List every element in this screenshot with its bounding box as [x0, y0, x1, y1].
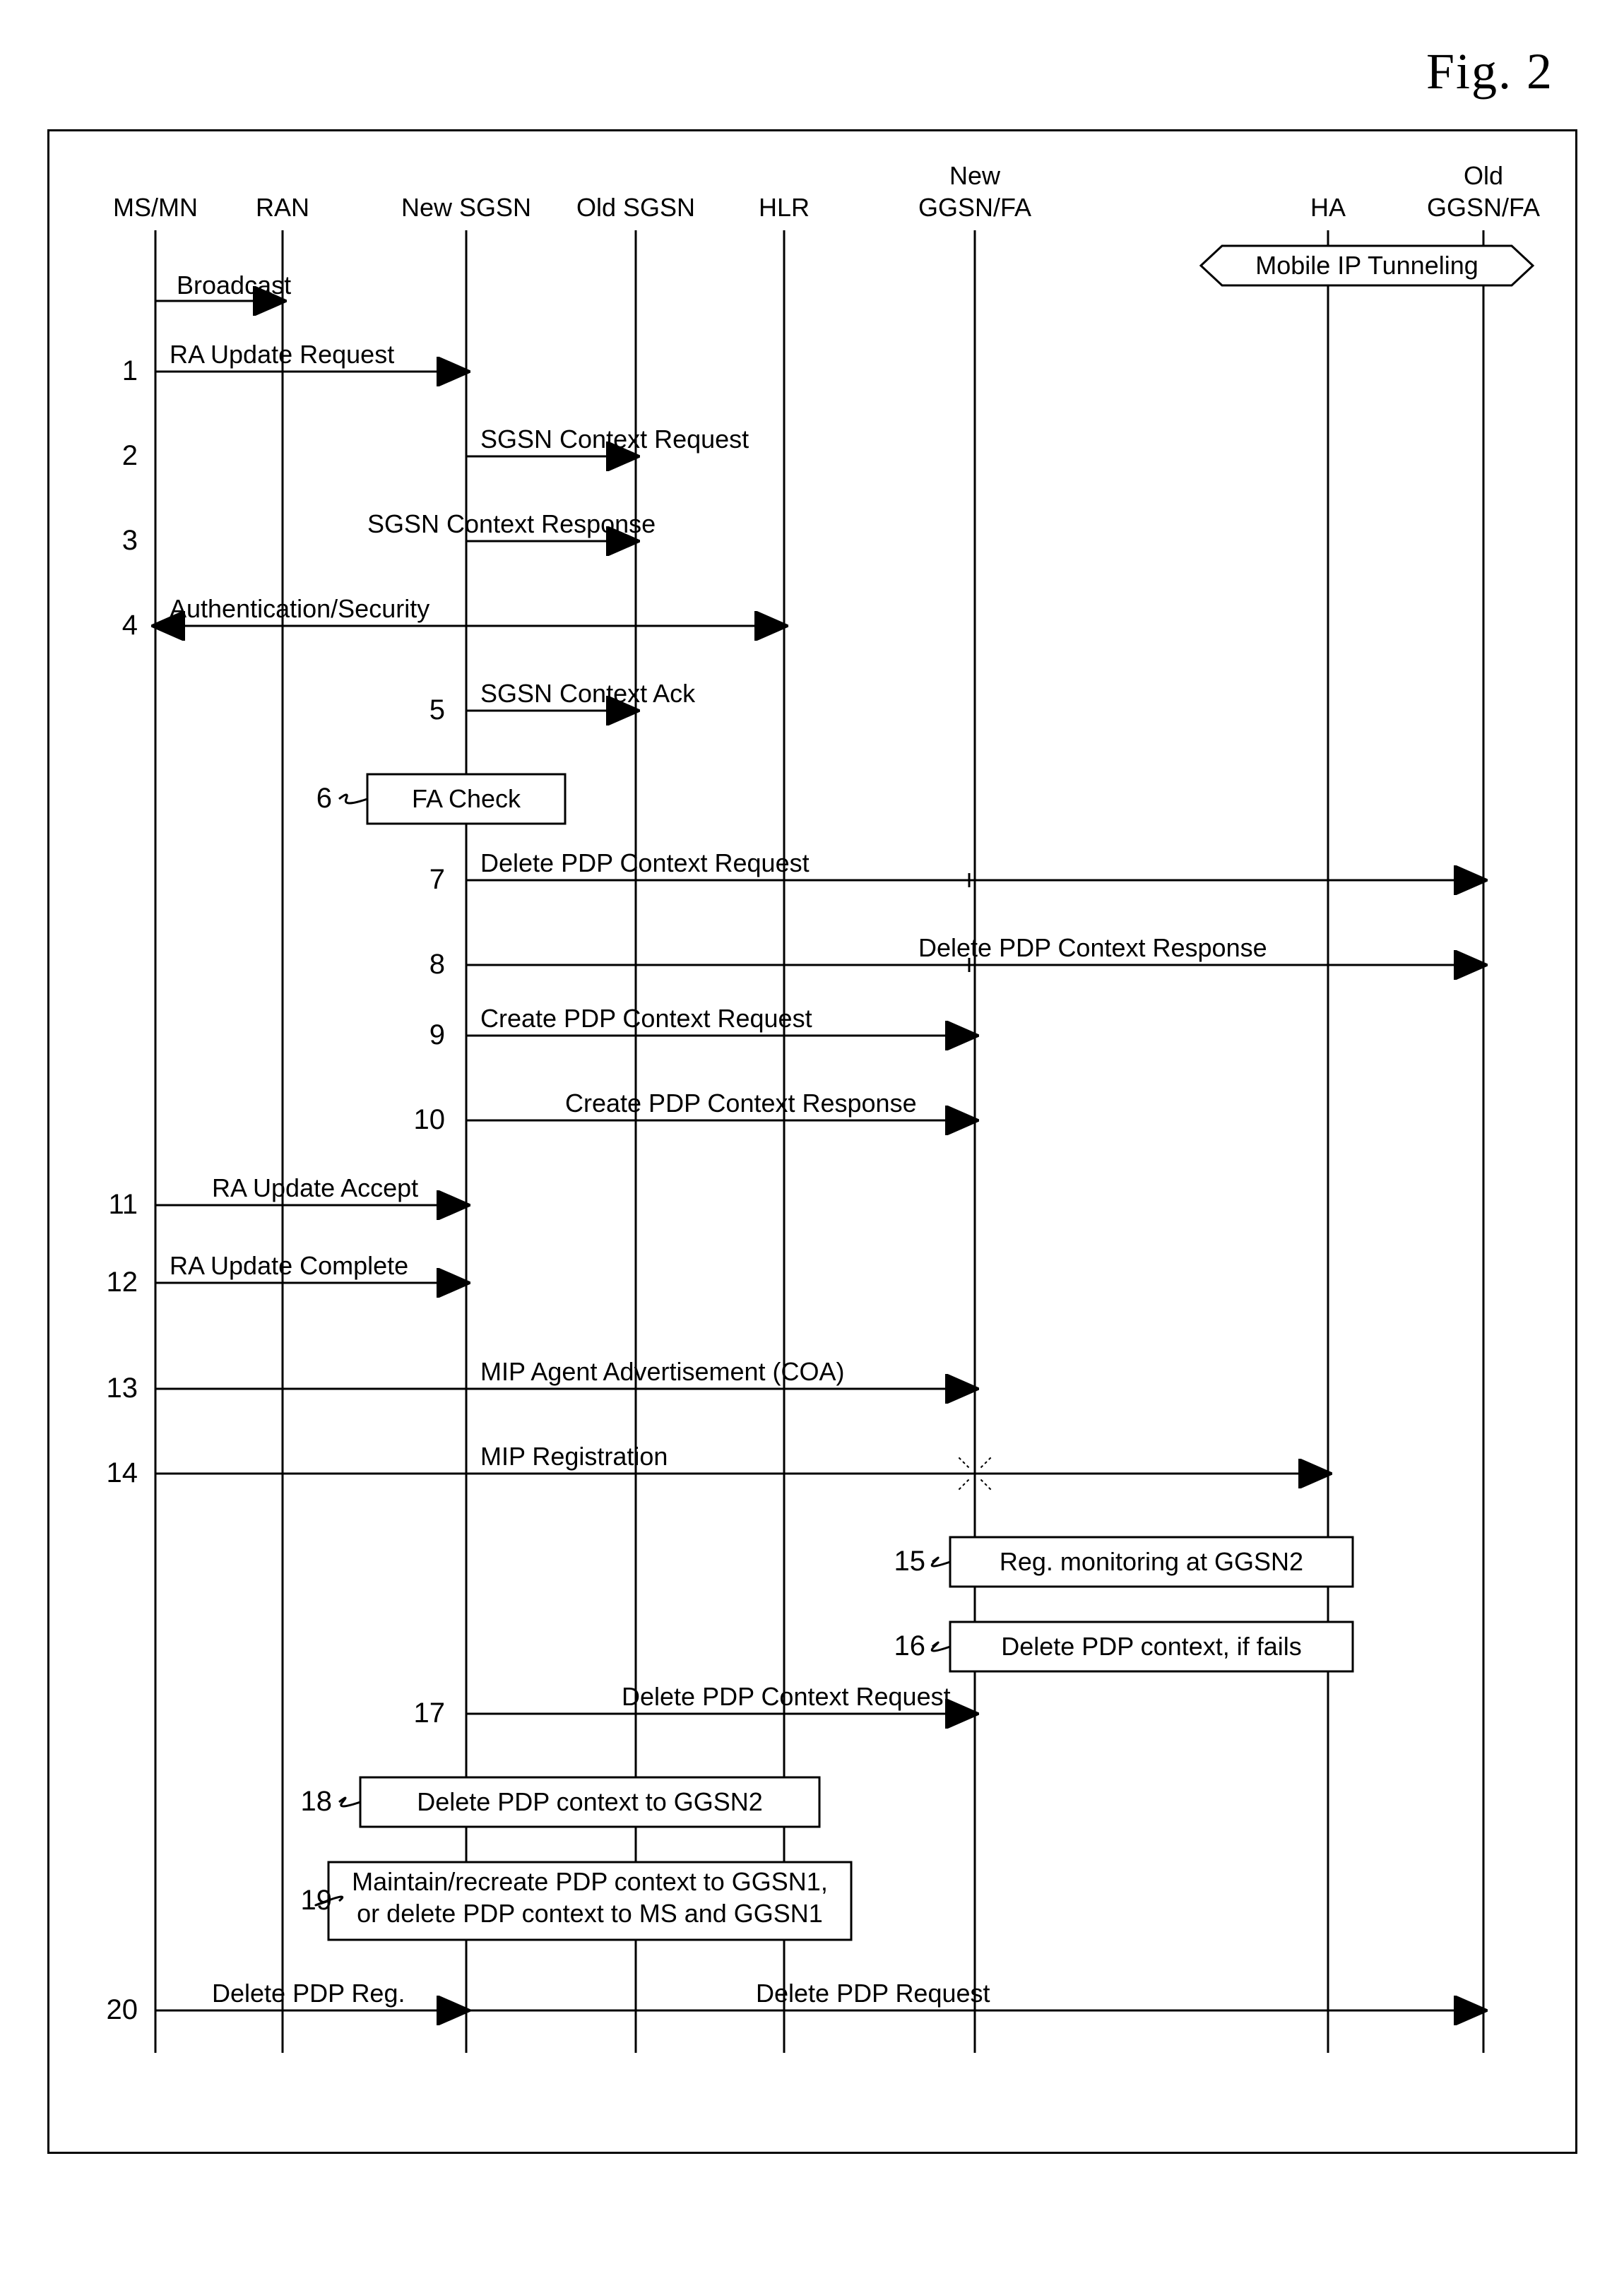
header-newsgsn: New SGSN [401, 193, 531, 222]
msg-label-7: Delete PDP Context Request [480, 848, 810, 877]
step-num-14: 14 [106, 1457, 138, 1488]
header-hlr: HLR [758, 193, 809, 222]
msg-label-3: SGSN Context Response [367, 509, 656, 538]
step-num-12: 12 [106, 1267, 138, 1298]
header-newggsn: New [949, 161, 1000, 190]
action-label-19-1: Maintain/recreate PDP context to GGSN1, [352, 1867, 828, 1896]
header-ms: MS/MN [113, 193, 198, 222]
step-num-17: 17 [413, 1698, 445, 1729]
msg-label-12: RA Update Complete [170, 1251, 408, 1280]
step-num-9: 9 [429, 1019, 444, 1050]
action-label-15: Reg. monitoring at GGSN2 [999, 1547, 1303, 1576]
step-num-18: 18 [300, 1786, 332, 1817]
step-num-13: 13 [106, 1373, 138, 1404]
diagram-svg: MS/MN RAN New SGSN Old SGSN HLR New GGSN/FA HA O… [71, 146, 1554, 2123]
step-num-11: 11 [108, 1189, 138, 1220]
header-oldsgsn: Old SGSN [576, 193, 694, 222]
msg-label-13: MIP Agent Advertisement (COA) [480, 1357, 845, 1386]
action-label-19-2: or delete PDP context to MS and GGSN1 [357, 1899, 823, 1928]
step-num-15: 15 [894, 1546, 925, 1577]
msg-label-4: Authentication/Security [170, 594, 429, 623]
action-label-16: Delete PDP context, if fails [1001, 1632, 1302, 1661]
header-oldggsn: Old [1463, 161, 1503, 190]
msg-label-10: Create PDP Context Response [565, 1089, 917, 1118]
step-num-5: 5 [429, 694, 444, 725]
step-num-10: 10 [413, 1104, 445, 1135]
mip-tunnel-label: Mobile IP Tunneling [1255, 251, 1478, 280]
msg-label-5: SGSN Context Ack [480, 679, 696, 708]
header-ran: RAN [255, 193, 309, 222]
msg-label-1: RA Update Request [170, 340, 394, 369]
sequence-diagram: MS/MN RAN New SGSN Old SGSN HLR New GGSN/FA HA O… [47, 129, 1577, 2154]
step-num-20: 20 [106, 1994, 138, 2025]
msg-label-8: Delete PDP Context Response [918, 933, 1267, 962]
action-label-18: Delete PDP context to GGSN2 [417, 1787, 763, 1816]
msg-label-11: RA Update Accept [212, 1173, 418, 1202]
step-num-4: 4 [121, 610, 137, 641]
step-num-3: 3 [121, 525, 137, 556]
step-num-7: 7 [429, 864, 444, 895]
msg-label-17: Delete PDP Context Request [622, 1682, 951, 1711]
msg20-left-label: Delete PDP Reg. [212, 1979, 405, 2008]
msg-label-14: MIP Registration [480, 1442, 668, 1471]
step-num-1: 1 [121, 355, 137, 386]
broadcast-label: Broadcast [177, 271, 291, 300]
header-ha: HA [1310, 193, 1345, 222]
step-num-16: 16 [894, 1630, 925, 1661]
msg-label-2: SGSN Context Request [480, 425, 749, 454]
step-num-8: 8 [429, 949, 444, 980]
header-oldggsn-2: GGSN/FA [1426, 193, 1539, 222]
action-label-6: FA Check [411, 784, 521, 813]
header-newggsn-2: GGSN/FA [918, 193, 1031, 222]
msg20-right-label: Delete PDP Request [756, 1979, 990, 2008]
msg-label-9: Create PDP Context Request [480, 1004, 812, 1033]
step-num-6: 6 [316, 783, 331, 814]
step-num-2: 2 [121, 440, 137, 471]
figure-title: Fig. 2 [28, 42, 1553, 101]
